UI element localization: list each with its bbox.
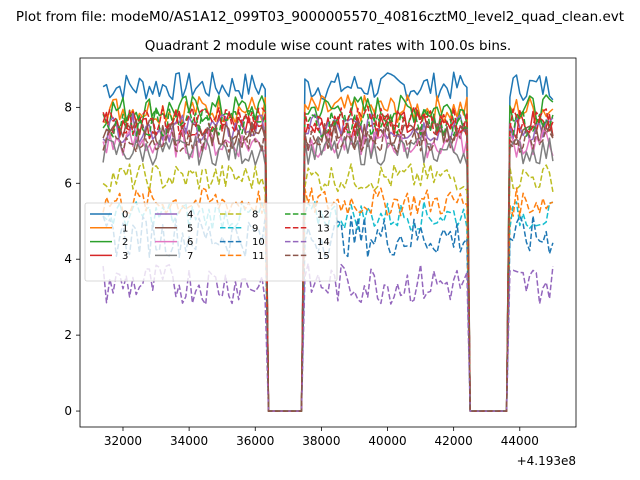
legend-label-2: 2 xyxy=(122,237,128,248)
legend-label-11: 11 xyxy=(252,251,265,262)
x-axis-offset-label: +4.193e8 xyxy=(517,454,576,468)
legend-label-13: 13 xyxy=(317,223,330,234)
x-tick-label: 32000 xyxy=(104,434,142,448)
y-tick-label: 8 xyxy=(64,100,72,114)
legend-label-8: 8 xyxy=(252,210,258,221)
legend-label-3: 3 xyxy=(122,251,128,262)
x-tick-label: 40000 xyxy=(368,434,406,448)
legend-label-14: 14 xyxy=(317,237,330,248)
legend-label-7: 7 xyxy=(187,251,193,262)
y-axis: 0 2 4 6 8 xyxy=(64,100,80,418)
y-tick-label: 4 xyxy=(64,252,72,266)
legend-label-6: 6 xyxy=(187,237,193,248)
x-tick-label: 38000 xyxy=(302,434,340,448)
x-axis: 32000 34000 36000 38000 40000 42000 44000 xyxy=(104,427,539,448)
series-line-15 xyxy=(102,122,554,412)
legend-label-4: 4 xyxy=(187,210,193,221)
x-tick-label: 44000 xyxy=(501,434,539,448)
y-tick-label: 6 xyxy=(64,176,72,190)
figure-suptitle: Plot from file: modeM0/AS1A12_099T03_900… xyxy=(16,9,624,25)
x-tick-label: 42000 xyxy=(435,434,473,448)
legend-label-1: 1 xyxy=(122,223,128,234)
series-line-14 xyxy=(102,262,554,412)
legend-label-5: 5 xyxy=(187,223,193,234)
y-tick-label: 2 xyxy=(64,328,72,342)
legend-label-10: 10 xyxy=(252,237,265,248)
x-tick-label: 34000 xyxy=(170,434,208,448)
series-line-8 xyxy=(102,162,554,412)
legend-label-12: 12 xyxy=(317,210,330,221)
legend-label-0: 0 xyxy=(122,210,128,221)
legend-label-15: 15 xyxy=(317,251,330,262)
plot-frame xyxy=(79,57,577,428)
y-tick-label: 0 xyxy=(64,404,72,418)
chart-title: Quadrant 2 module wise count rates with … xyxy=(145,38,511,54)
legend-box xyxy=(84,202,338,282)
x-tick-label: 36000 xyxy=(236,434,274,448)
legend-label-9: 9 xyxy=(252,223,258,234)
